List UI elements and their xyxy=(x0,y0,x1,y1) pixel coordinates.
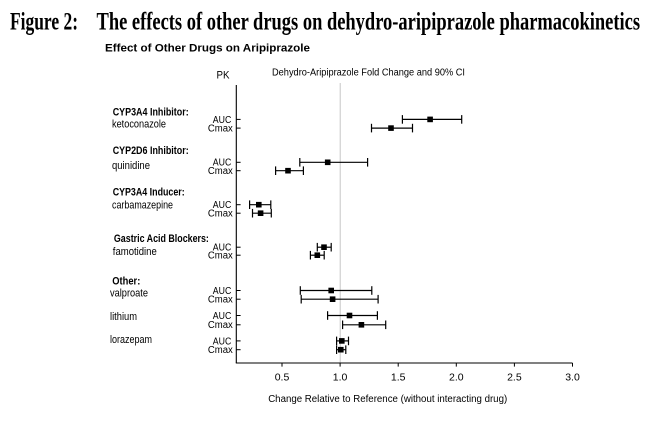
svg-text:Cmax: Cmax xyxy=(208,209,233,220)
svg-text:AUC: AUC xyxy=(213,243,232,254)
svg-text:1.5: 1.5 xyxy=(391,372,406,384)
svg-text:Change Relative to Reference (: Change Relative to Reference (without in… xyxy=(268,394,507,405)
svg-text:valproate: valproate xyxy=(110,288,148,300)
svg-text:0.5: 0.5 xyxy=(275,372,290,384)
svg-text:AUC: AUC xyxy=(213,115,232,126)
svg-text:2.0: 2.0 xyxy=(449,372,464,384)
svg-text:lithium: lithium xyxy=(110,311,137,323)
svg-text:1.0: 1.0 xyxy=(333,372,348,384)
svg-text:Gastric Acid Blockers:: Gastric Acid Blockers: xyxy=(114,233,209,245)
svg-text:AUC: AUC xyxy=(213,336,232,347)
svg-text:CYP3A4 Inhibitor:: CYP3A4 Inhibitor: xyxy=(113,106,189,118)
svg-text:ketoconazole: ketoconazole xyxy=(112,118,166,130)
svg-text:CYP3A4 Inducer:: CYP3A4 Inducer: xyxy=(113,187,185,199)
svg-text:Cmax: Cmax xyxy=(208,124,233,135)
svg-text:Cmax: Cmax xyxy=(208,251,233,262)
svg-text:Figure 2:: Figure 2: xyxy=(10,8,78,35)
svg-text:Cmax: Cmax xyxy=(208,295,233,306)
svg-text:Cmax: Cmax xyxy=(208,345,233,356)
svg-text:Dehydro-Aripiprazole Fold Chan: Dehydro-Aripiprazole Fold Change and 90%… xyxy=(272,68,465,79)
svg-text:AUC: AUC xyxy=(213,158,232,169)
svg-text:quinidine: quinidine xyxy=(112,160,150,172)
svg-text:CYP2D6 Inhibitor:: CYP2D6 Inhibitor: xyxy=(113,145,189,157)
svg-text:Effect of Other Drugs on Aripi: Effect of Other Drugs on Aripiprazole xyxy=(105,43,310,55)
svg-text:lorazepam: lorazepam xyxy=(110,334,152,346)
svg-text:The effects of other drugs on: The effects of other drugs on dehydro-ar… xyxy=(97,8,641,35)
svg-text:AUC: AUC xyxy=(213,200,232,211)
svg-text:Cmax: Cmax xyxy=(208,166,233,177)
svg-text:Other:: Other: xyxy=(112,276,140,288)
svg-text:3.0: 3.0 xyxy=(565,372,580,384)
svg-text:AUC: AUC xyxy=(213,286,232,297)
svg-text:PK: PK xyxy=(217,70,231,82)
svg-text:AUC: AUC xyxy=(213,311,232,322)
svg-text:2.5: 2.5 xyxy=(507,372,522,384)
svg-text:famotidine: famotidine xyxy=(113,246,157,258)
svg-text:Cmax: Cmax xyxy=(208,320,233,331)
svg-text:carbamazepine: carbamazepine xyxy=(112,200,173,212)
